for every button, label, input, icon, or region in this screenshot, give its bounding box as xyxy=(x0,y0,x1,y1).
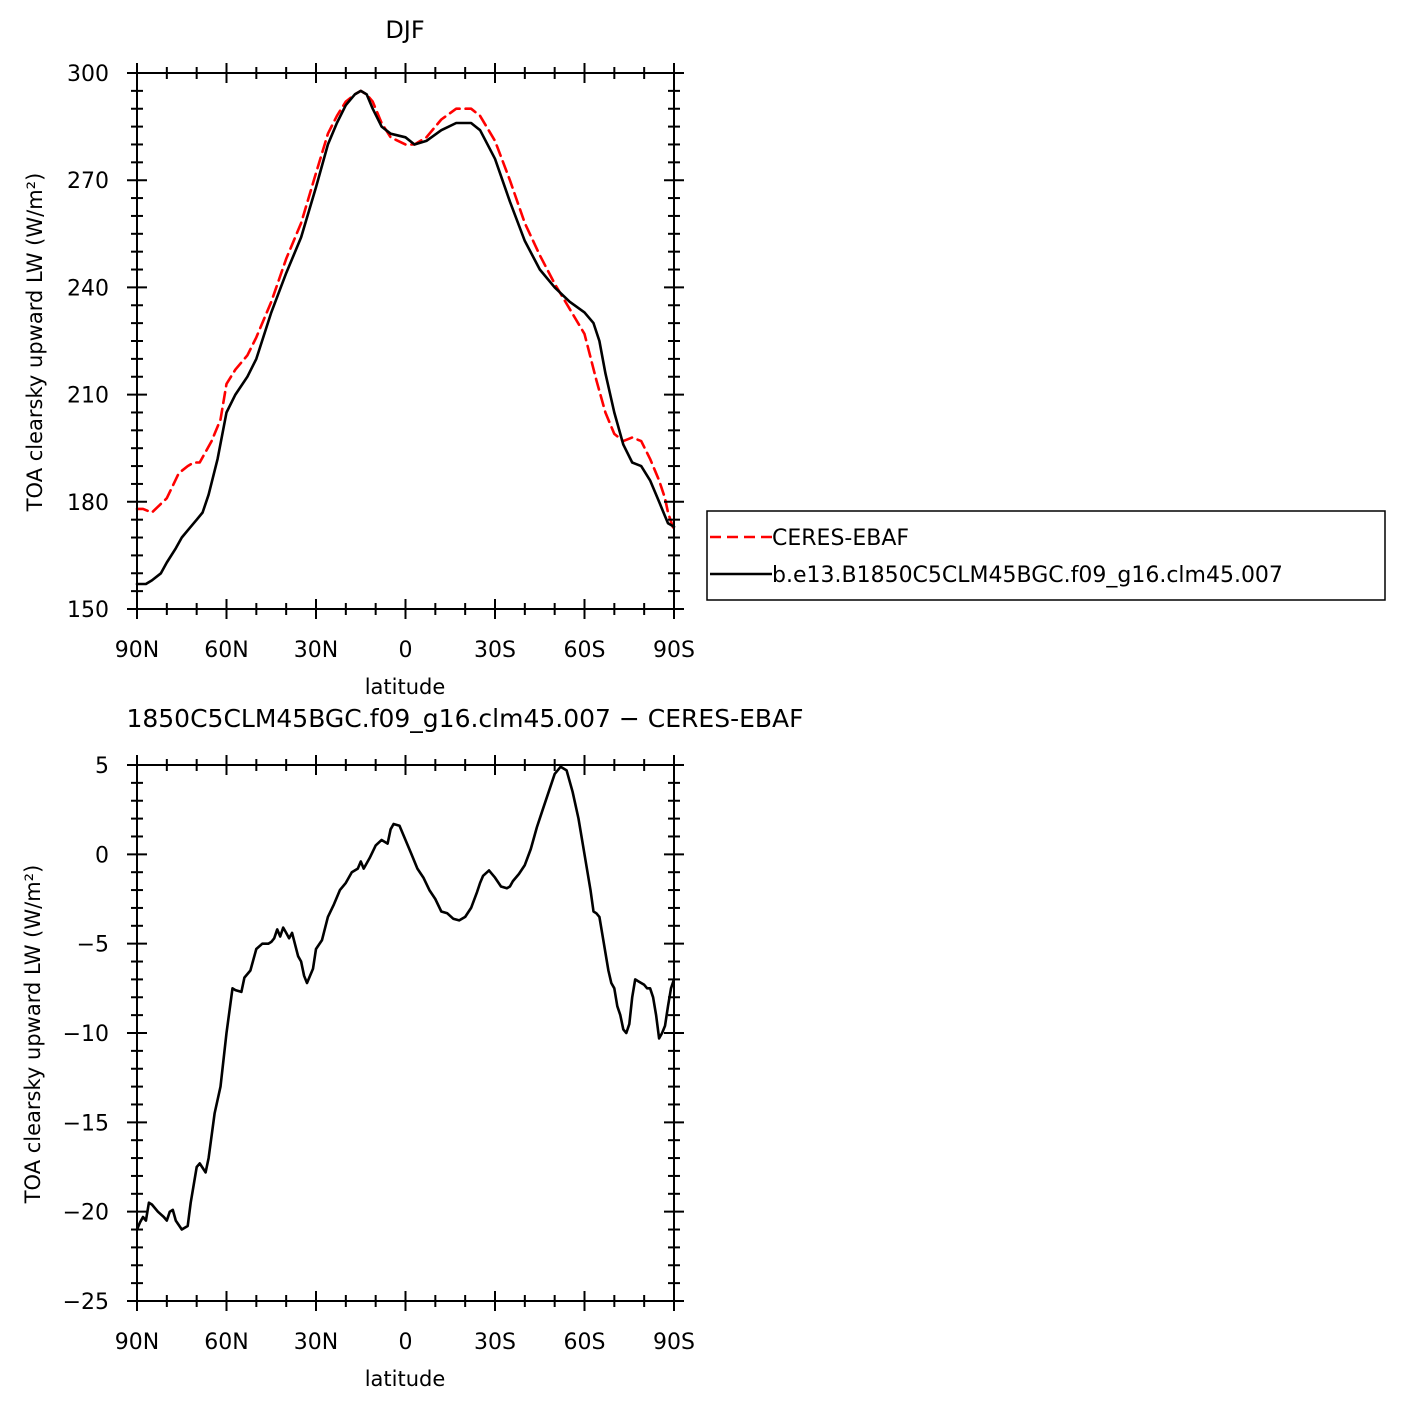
bottom-panel-title: 1850C5CLM45BGC.f09_g16.clm45.007 − CERES… xyxy=(126,704,803,733)
legend-label-model: b.e13.B1850C5CLM45BGC.f09_g16.clm45.007 xyxy=(772,563,1283,588)
bottom-panel-y-tick-label: 5 xyxy=(95,754,109,779)
top-panel-y-tick-label: 210 xyxy=(67,384,109,409)
bottom-panel-x-tick-label: 0 xyxy=(399,1330,413,1355)
top-panel-x-tick-label: 90N xyxy=(115,638,159,663)
legend-box xyxy=(706,510,1386,601)
bottom-panel-x-axis-label: latitude xyxy=(365,1367,446,1391)
top-panel-x-tick-label: 0 xyxy=(399,638,413,663)
top-panel-plot-frame xyxy=(136,72,675,610)
top-panel-x-axis-label: latitude xyxy=(365,675,446,699)
bottom-panel-x-tick-label: 30S xyxy=(474,1330,516,1355)
top-panel-y-tick-label: 150 xyxy=(67,598,109,623)
bottom-panel-axes: 90N 60N 30N 0 30S 60S 90S −25 −20 −15 −10 −5 0 5 xyxy=(63,754,695,1355)
top-panel-axes: 90N 60N 30N 0 30S 60S 90S 150 180 210 240 270 300 xyxy=(67,62,695,663)
top-panel-x-tick-label: 30S xyxy=(474,638,516,663)
bottom-panel-y-tick-label: −25 xyxy=(63,1290,109,1315)
legend-label-ceres-ebaf: CERES-EBAF xyxy=(772,526,909,551)
bottom-panel-x-tick-label: 90S xyxy=(653,1330,695,1355)
bottom-panel-y-tick-label: −20 xyxy=(63,1201,109,1226)
bottom-panel-y-tick-label: −10 xyxy=(63,1022,109,1047)
bottom-panel-series xyxy=(135,765,676,1231)
top-panel: DJF 90N 60N 30N 0 30S 60S 90S 150 180 210 240 270 30… xyxy=(23,16,695,699)
top-panel-x-tick-label: 60S xyxy=(564,638,606,663)
top-panel-x-tick-label: 60N xyxy=(204,638,248,663)
bottom-panel: 1850C5CLM45BGC.f09_g16.clm45.007 − CERES… xyxy=(21,704,804,1391)
bottom-panel-x-tick-label: 30N xyxy=(294,1330,338,1355)
bottom-panel-x-tick-label: 90N xyxy=(115,1330,159,1355)
bottom-panel-y-tick-label: −15 xyxy=(63,1111,109,1136)
bottom-panel-y-axis-label: TOA clearsky upward LW (W/m²) xyxy=(21,865,45,1205)
bottom-panel-x-tick-label: 60N xyxy=(204,1330,248,1355)
top-panel-title: DJF xyxy=(385,16,424,44)
top-panel-y-axis-label: TOA clearsky upward LW (W/m²) xyxy=(23,173,47,513)
top-panel-y-tick-label: 270 xyxy=(67,169,109,194)
bottom-panel-plot-frame xyxy=(136,764,675,1302)
top-panel-y-tick-label: 180 xyxy=(67,491,109,516)
bottom-panel-y-tick-label: −5 xyxy=(77,933,109,958)
top-panel-series xyxy=(135,89,676,586)
top-panel-series-line-0 xyxy=(135,89,676,532)
top-panel-y-tick-label: 300 xyxy=(67,62,109,87)
top-panel-y-tick-label: 240 xyxy=(67,276,109,301)
top-panel-x-tick-label: 30N xyxy=(294,638,338,663)
bottom-panel-series-line-0 xyxy=(135,765,676,1231)
legend: CERES-EBAF b.e13.B1850C5CLM45BGC.f09_g16… xyxy=(706,510,1386,601)
bottom-panel-x-tick-label: 60S xyxy=(564,1330,606,1355)
top-panel-x-tick-label: 90S xyxy=(653,638,695,663)
bottom-panel-y-tick-label: 0 xyxy=(95,843,109,868)
top-panel-series-line-1 xyxy=(135,89,676,586)
